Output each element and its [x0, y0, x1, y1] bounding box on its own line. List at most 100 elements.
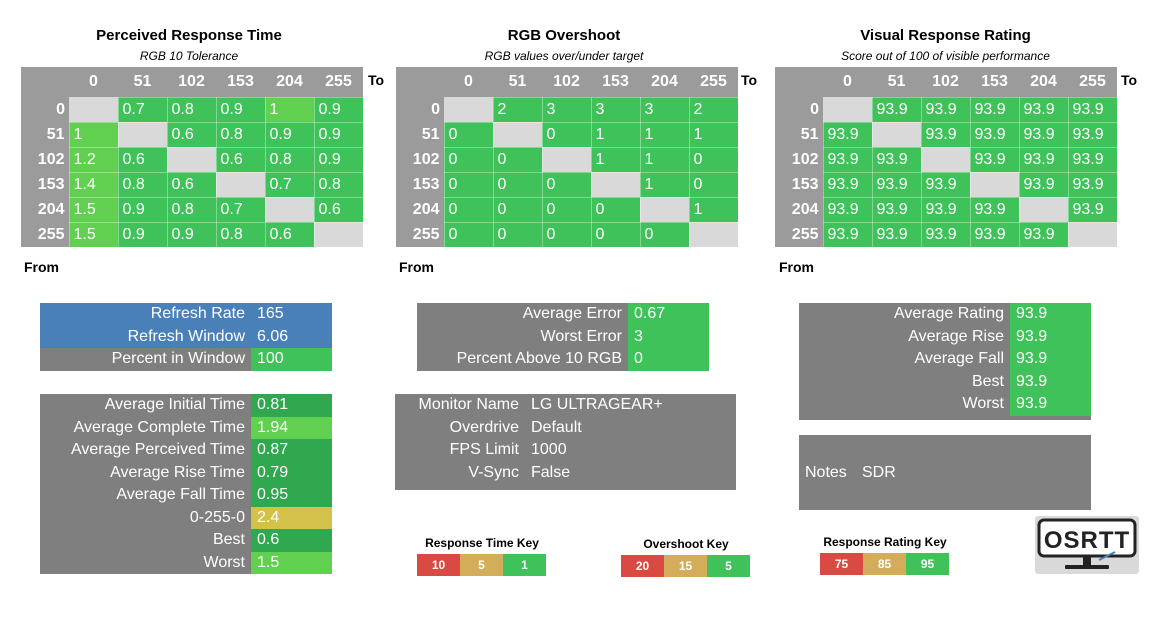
stat-row: Best 93.9 — [799, 370, 1091, 393]
heatmap-cell: 93.9 — [969, 221, 1020, 248]
osrtt-logo: OSRTT — [1035, 516, 1139, 574]
heatmap-cell: 1.5 — [68, 221, 119, 248]
heatmap-cell-empty — [265, 197, 314, 222]
heatmap-cell: 1 — [264, 96, 315, 123]
heatmap-cell: 0.8 — [215, 221, 266, 248]
heatmap-cell: 93.9 — [822, 146, 873, 173]
heatmap-cell: 0 — [590, 196, 641, 223]
response-time-key-title: Response Time Key — [425, 536, 539, 550]
stat-value: 0.87 — [251, 439, 332, 462]
heatmap-cell-empty — [689, 222, 738, 247]
stat-row: Monitor Name LG ULTRAGEAR+ — [395, 394, 736, 417]
heatmap-cell: 93.9 — [920, 196, 971, 223]
heatmap-cell-empty — [872, 122, 921, 147]
column-header: 0 — [444, 67, 493, 97]
stat-row: Worst Error 3 — [417, 325, 709, 348]
heatmap-cell: 93.9 — [920, 96, 971, 123]
heatmap-cell: 2 — [688, 96, 739, 123]
heatmap-cell: 93.9 — [1018, 171, 1069, 198]
stat-label: Average Fall — [799, 348, 1010, 371]
rating-stats-box: Average Rating 93.9 Average Rise 93.9 Averag… — [799, 303, 1091, 420]
stat-value: 3 — [628, 325, 709, 348]
heatmap-cell: 93.9 — [1067, 121, 1118, 148]
heatmap-cell: 93.9 — [822, 171, 873, 198]
row-header: 204 — [396, 197, 444, 222]
heatmap-cell-empty — [314, 222, 363, 247]
heatmap-cell: 93.9 — [969, 96, 1020, 123]
heatmap-cell: 3 — [639, 96, 690, 123]
heatmap-cell: 0 — [541, 171, 592, 198]
chart-title-overshoot: RGB Overshoot — [507, 27, 621, 44]
stat-label: Overdrive — [395, 416, 525, 439]
heatmap-cell: 93.9 — [871, 146, 922, 173]
heatmap-cell: 0.9 — [215, 96, 266, 123]
heatmap-cell: 1 — [688, 121, 739, 148]
column-header: 0 — [823, 67, 872, 97]
heatmap-cell: 0 — [492, 221, 543, 248]
stat-row: 0-255-0 2.4 — [40, 506, 332, 529]
stat-row: Average Complete Time 1.94 — [40, 416, 332, 439]
stat-row: Worst 1.5 — [40, 551, 332, 574]
axis-label-to: To — [368, 72, 385, 88]
row-header: 255 — [21, 222, 69, 247]
heatmap-cell: 0.9 — [117, 196, 168, 223]
stat-row: Percent in Window 100 — [40, 348, 332, 371]
stat-label: Monitor Name — [395, 394, 525, 417]
key-swatch-green: 95 — [906, 553, 949, 575]
row-header: 153 — [396, 172, 444, 197]
heatmap-cell: 0.6 — [215, 146, 266, 173]
heatmap-cell-empty — [640, 197, 689, 222]
stat-row: Refresh Rate 165 — [40, 303, 332, 326]
stat-label: Best — [799, 370, 1010, 393]
notes-box: Notes SDR — [799, 435, 1091, 510]
heatmap-cell-empty — [493, 122, 542, 147]
column-header: 204 — [1019, 67, 1068, 97]
heatmap-corner — [21, 67, 69, 97]
heatmap-cell: 0 — [492, 196, 543, 223]
heatmap-cell: 93.9 — [920, 221, 971, 248]
heatmap-cell: 0.7 — [215, 196, 266, 223]
heatmap-cell: 93.9 — [969, 196, 1020, 223]
heatmap-cell: 0 — [541, 221, 592, 248]
heatmap-cell: 0.8 — [117, 171, 168, 198]
monitor-logo-icon: OSRTT — [1037, 518, 1137, 569]
stat-value: 0 — [628, 348, 709, 371]
chart-title-visual-rating: Visual Response Rating — [860, 27, 1031, 44]
stat-row: Average Error 0.67 — [417, 303, 709, 326]
stat-value: 0.6 — [251, 529, 332, 552]
stat-row: Refresh Window 6.06 — [40, 325, 332, 348]
heatmap-cell: 0 — [541, 196, 592, 223]
heatmap-cell: 0.6 — [313, 196, 364, 223]
stat-row: Worst 93.9 — [799, 393, 1091, 416]
heatmap-cell: 0 — [688, 171, 739, 198]
stat-label: FPS Limit — [395, 439, 525, 462]
heatmap-cell: 0.9 — [313, 146, 364, 173]
stat-row: Average Initial Time 0.81 — [40, 394, 332, 417]
stat-value: Default — [525, 416, 736, 439]
heatmap-cell: 0 — [443, 121, 494, 148]
stat-row: Average Perceived Time 0.87 — [40, 439, 332, 462]
row-header: 51 — [775, 122, 823, 147]
heatmap-cell: 1.4 — [68, 171, 119, 198]
heatmap-cell: 1 — [590, 121, 641, 148]
heatmap-cell: 93.9 — [822, 221, 873, 248]
heatmap-cell: 1 — [688, 196, 739, 223]
stat-value: 93.9 — [1010, 303, 1091, 326]
stat-row: Average Rise Time 0.79 — [40, 461, 332, 484]
stat-label: Average Rise — [799, 325, 1010, 348]
stat-value: 1.5 — [251, 551, 332, 574]
heatmap-cell-empty — [444, 97, 493, 122]
row-header: 204 — [775, 197, 823, 222]
heatmap-cell-empty — [591, 172, 640, 197]
stat-label: Average Complete Time — [40, 416, 251, 439]
stat-label: Worst — [799, 393, 1010, 416]
heatmap-cell: 0 — [541, 121, 592, 148]
heatmap-cell: 93.9 — [920, 121, 971, 148]
heatmap-cell: 93.9 — [871, 96, 922, 123]
column-header: 51 — [118, 67, 167, 97]
stat-label: Average Initial Time — [40, 394, 251, 417]
key-swatch-red: 75 — [820, 553, 863, 575]
heatmap-cell-empty — [69, 97, 118, 122]
heatmap-cell: 1 — [639, 171, 690, 198]
stat-label: Average Rise Time — [40, 461, 251, 484]
